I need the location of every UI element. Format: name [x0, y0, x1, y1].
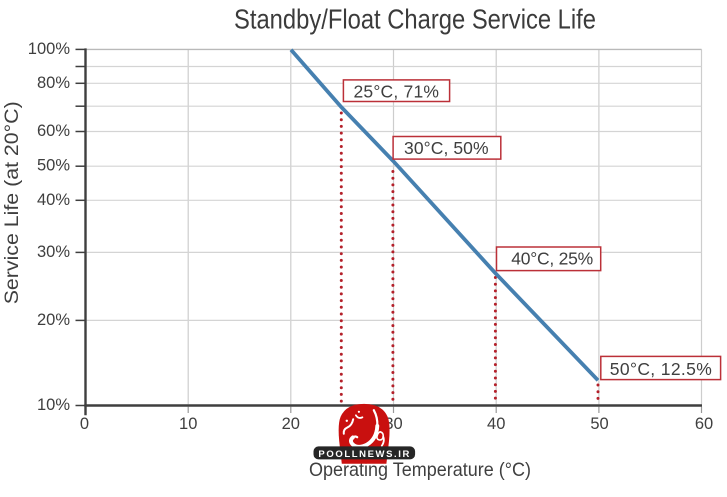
svg-text:Operating Temperature (°C): Operating Temperature (°C): [309, 459, 531, 481]
svg-text:30°C, 50%: 30°C, 50%: [404, 138, 489, 158]
svg-text:50%: 50%: [37, 157, 70, 175]
svg-text:25°C, 71%: 25°C, 71%: [353, 81, 439, 101]
svg-text:0: 0: [80, 415, 89, 433]
svg-text:100%: 100%: [28, 40, 71, 58]
svg-text:60%: 60%: [37, 122, 70, 140]
svg-text:POOLLNEWS.IR: POOLLNEWS.IR: [318, 449, 411, 460]
svg-text:40: 40: [487, 415, 505, 433]
svg-text:50: 50: [590, 415, 608, 433]
svg-text:30%: 30%: [37, 243, 70, 261]
svg-text:10%: 10%: [37, 396, 70, 414]
svg-text:60: 60: [695, 415, 713, 433]
svg-text:Service Life (at 20°C): Service Life (at 20°C): [2, 101, 23, 304]
svg-text:40°C, 25%: 40°C, 25%: [511, 248, 593, 268]
svg-text:20: 20: [282, 415, 300, 433]
svg-text:50°C, 12.5%: 50°C, 12.5%: [610, 359, 712, 379]
svg-text:80%: 80%: [37, 74, 70, 92]
svg-text:10: 10: [179, 415, 197, 433]
svg-text:Standby/Float Charge Service L: Standby/Float Charge Service Life: [234, 4, 596, 35]
svg-text:20%: 20%: [37, 311, 70, 329]
svg-text:40%: 40%: [37, 191, 70, 209]
